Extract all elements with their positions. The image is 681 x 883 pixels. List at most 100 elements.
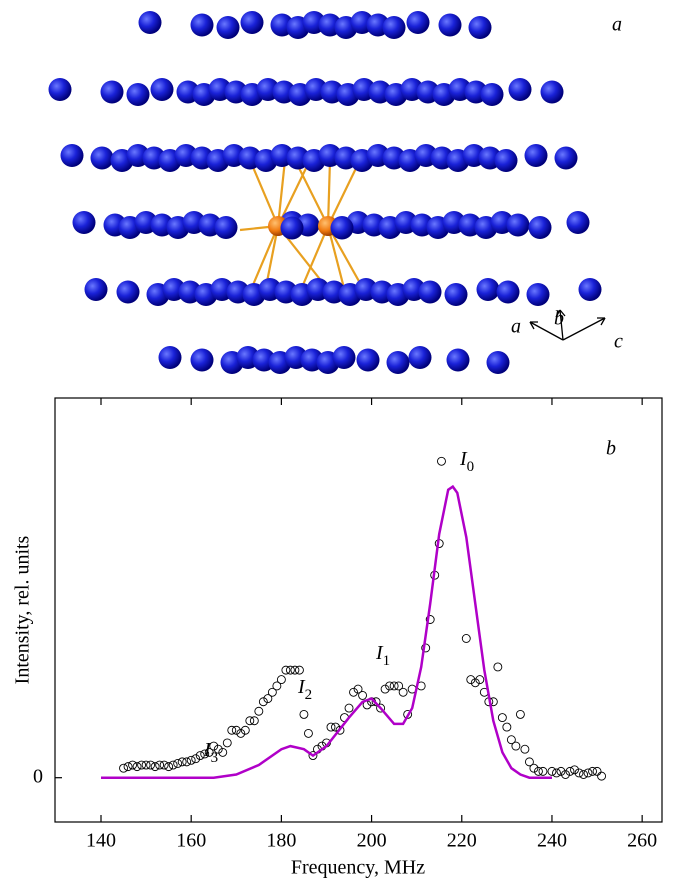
y-axis-title: Intensity, rel. units (12, 535, 34, 684)
annotation: I0 (459, 448, 474, 476)
data-point (308, 751, 318, 761)
data-point (263, 694, 273, 704)
annotation-subscript: 0 (467, 459, 475, 475)
data-point (380, 684, 390, 694)
bond (294, 159, 329, 227)
atom (494, 149, 518, 172)
atom (126, 83, 150, 106)
panel-label: a (612, 14, 622, 36)
data-point (344, 703, 354, 713)
axis-label: b (554, 308, 564, 330)
data-point (168, 760, 178, 770)
data-point (561, 770, 570, 779)
data-point (231, 725, 241, 735)
atom (138, 11, 162, 34)
atom (216, 16, 240, 39)
data-point (520, 744, 530, 754)
data-point (155, 760, 165, 770)
data-point (132, 762, 142, 772)
data-point (461, 634, 471, 643)
data-point (335, 725, 345, 735)
data-point (376, 703, 386, 713)
atom (508, 78, 532, 101)
data-point (398, 687, 408, 697)
data-point (552, 768, 561, 778)
annotation-text: I (203, 739, 212, 761)
data-point (254, 706, 264, 716)
atom (418, 280, 442, 304)
atom (554, 146, 578, 170)
data-point (123, 762, 133, 772)
x-tick-label: 220 (447, 830, 477, 852)
atom (444, 283, 468, 306)
data-point (186, 755, 196, 765)
data-point (227, 725, 237, 735)
data-point (349, 687, 358, 697)
crystal-structure (48, 11, 602, 374)
atom (386, 351, 410, 374)
data-point (204, 747, 214, 757)
data-point (529, 763, 539, 773)
atom (526, 283, 550, 306)
data-point (371, 697, 381, 707)
data-point (177, 757, 187, 767)
data-point (592, 766, 602, 776)
atom (506, 213, 530, 237)
atom (438, 13, 462, 37)
atom (528, 216, 552, 239)
data-point (267, 687, 277, 697)
data-point (222, 738, 232, 748)
data-point (240, 725, 250, 735)
data-point (285, 665, 295, 675)
bond (326, 225, 347, 293)
annotation: I1 (375, 642, 390, 670)
data-point (236, 728, 246, 738)
atom (524, 144, 548, 167)
atom (72, 211, 96, 234)
data-point (574, 768, 584, 778)
x-tick-label: 180 (266, 830, 296, 852)
x-tick-label: 260 (627, 830, 657, 852)
data-point (213, 744, 223, 754)
panel-label: b (606, 438, 616, 460)
data-point (547, 766, 557, 776)
data-point (200, 749, 210, 759)
data-point (245, 716, 255, 726)
x-tick-label: 140 (86, 830, 116, 852)
atom (116, 280, 140, 304)
atom (578, 278, 602, 301)
atom (476, 278, 500, 301)
plot-frame (54, 397, 663, 823)
annotation-subscript: 1 (383, 653, 391, 669)
data-point (493, 662, 503, 672)
atom (446, 348, 470, 372)
annotation-text: I (297, 676, 306, 698)
bond (298, 225, 330, 293)
atom (486, 351, 510, 374)
atom (566, 211, 590, 234)
data-point (331, 722, 340, 732)
data-point (141, 760, 151, 770)
atom (150, 78, 174, 101)
data-point (276, 675, 286, 685)
data-point (556, 766, 566, 776)
data-point (258, 697, 268, 707)
atom (480, 83, 504, 106)
x-tick-label: 240 (537, 830, 567, 852)
data-point (497, 713, 507, 723)
annotation-subscript: 2 (305, 687, 313, 703)
axis-label: a (511, 316, 521, 338)
atom (190, 13, 214, 37)
data-point (159, 760, 169, 770)
bond (248, 225, 280, 293)
data-point (475, 675, 485, 685)
atom (190, 348, 214, 372)
atom (468, 16, 492, 39)
atom (496, 280, 520, 304)
atom (280, 216, 304, 240)
annotation-subscript: 3 (211, 750, 219, 766)
x-axis-title: Frequency, MHz (291, 857, 425, 879)
data-point (385, 681, 395, 691)
bond (326, 159, 332, 227)
